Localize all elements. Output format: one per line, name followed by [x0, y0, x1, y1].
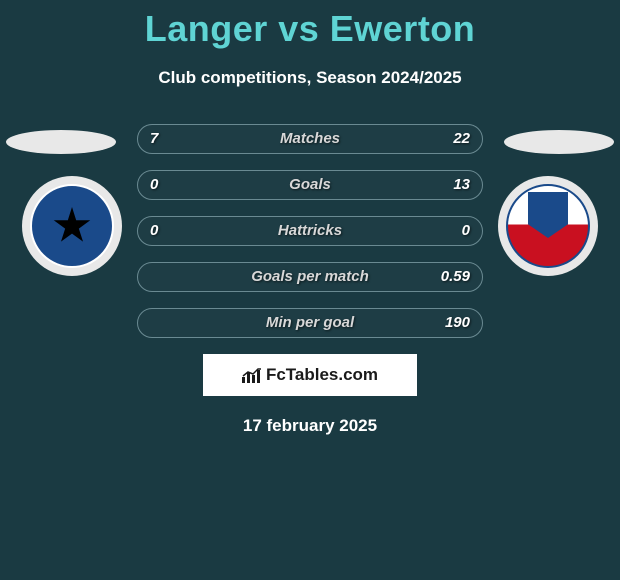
page-title: Langer vs Ewerton [0, 0, 620, 50]
stat-right-value: 0.59 [441, 263, 470, 291]
banik-ostrava-crest [506, 184, 590, 268]
stat-left-value: 7 [150, 125, 158, 153]
date-label: 17 february 2025 [0, 416, 620, 436]
stats-column: 7 Matches 22 0 Goals 13 0 Hattricks 0 Go… [137, 124, 483, 338]
stat-label: Goals per match [138, 263, 482, 291]
stat-row-goals: 0 Goals 13 [137, 170, 483, 200]
player-name-right-bg [504, 130, 614, 154]
stat-right-value: 22 [453, 125, 470, 153]
stat-left-value: 0 [150, 217, 158, 245]
club-badge-right [498, 176, 598, 276]
stat-label: Hattricks [138, 217, 482, 245]
stat-right-value: 13 [453, 171, 470, 199]
fctables-chart-icon [242, 367, 262, 383]
stat-left-value: 0 [150, 171, 158, 199]
stat-row-hattricks: 0 Hattricks 0 [137, 216, 483, 246]
stat-label: Matches [138, 125, 482, 153]
comparison-area: 7 Matches 22 0 Goals 13 0 Hattricks 0 Go… [0, 124, 620, 436]
sigma-olomouc-crest [30, 184, 114, 268]
subtitle: Club competitions, Season 2024/2025 [0, 68, 620, 88]
stat-right-value: 0 [462, 217, 470, 245]
stat-row-min-per-goal: Min per goal 190 [137, 308, 483, 338]
stat-label: Goals [138, 171, 482, 199]
stat-row-goals-per-match: Goals per match 0.59 [137, 262, 483, 292]
player-name-left-bg [6, 130, 116, 154]
brand-attribution[interactable]: FcTables.com [203, 354, 417, 396]
club-badge-left [22, 176, 122, 276]
stat-row-matches: 7 Matches 22 [137, 124, 483, 154]
brand-text: FcTables.com [266, 365, 378, 385]
stat-label: Min per goal [138, 309, 482, 337]
stat-right-value: 190 [445, 309, 470, 337]
